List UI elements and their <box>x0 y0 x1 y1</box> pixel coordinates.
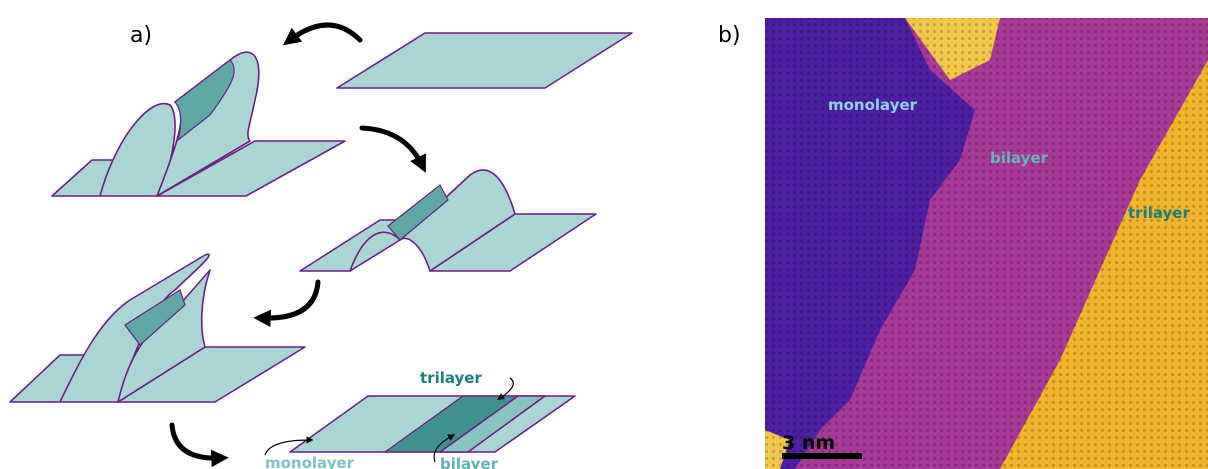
panel-a: a) <box>10 23 632 469</box>
annotation: bilayer <box>440 455 499 469</box>
annotation: monolayer <box>265 454 355 469</box>
micrograph <box>765 18 1208 469</box>
fold-stage-3 <box>10 254 305 402</box>
flat-sheet <box>337 33 632 88</box>
arrow <box>172 425 220 458</box>
figure: a) <box>0 0 1208 469</box>
fold-stage-2 <box>300 170 596 271</box>
region-label: trilayer <box>1128 204 1190 222</box>
pointer <box>500 378 513 398</box>
region-label: bilayer <box>990 149 1049 167</box>
panel-label: a) <box>130 23 152 48</box>
fold-stage-1 <box>52 52 345 196</box>
arrow <box>290 25 360 40</box>
panel-label: b) <box>718 23 741 48</box>
region-label: monolayer <box>828 96 918 114</box>
panel-b: b) monolayer bilayer trilayer 3 nm <box>718 18 1208 469</box>
arrow <box>362 128 422 165</box>
arrow <box>262 282 318 318</box>
final-stack <box>290 396 575 452</box>
annotation: trilayer <box>420 369 482 387</box>
scale-bar-label: 3 nm <box>782 432 835 454</box>
